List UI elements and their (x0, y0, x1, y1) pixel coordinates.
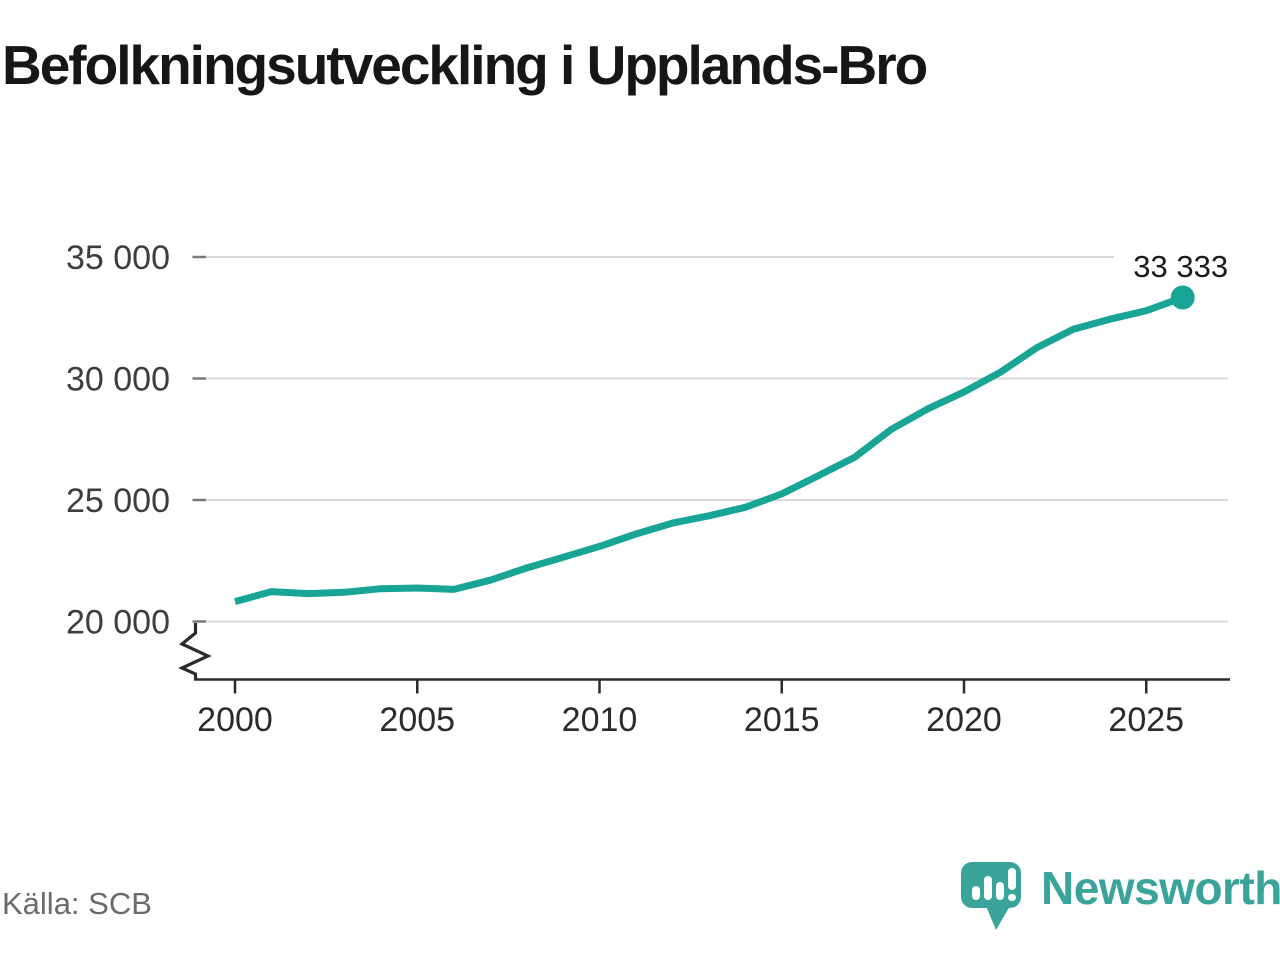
x-axis-tick-label: 2005 (379, 701, 455, 739)
x-axis-tick-label: 2010 (562, 701, 638, 739)
x-axis-tick-label: 2020 (926, 701, 1002, 739)
population-line-chart: 20 000 25 000 30 000 35 000 2000 2005 2010 2015… (66, 239, 1230, 739)
y-axis-tick-label: 30 000 (66, 361, 170, 399)
y-axis-tick-label: 25 000 (66, 482, 170, 520)
x-axis-tick-label: 2025 (1108, 701, 1184, 739)
newsworthy-logo-icon (961, 862, 1021, 930)
latest-value-label: 33 333 (1133, 249, 1228, 284)
newsworthy-wordmark: Newsworthy (1041, 862, 1280, 914)
y-axis-tick-label: 35 000 (66, 239, 170, 277)
latest-point-marker (1170, 285, 1195, 310)
exclamation-glyph (1008, 868, 1016, 901)
y-axis-tick-label: 20 000 (66, 604, 170, 642)
x-axis-tick-label: 2000 (197, 701, 273, 739)
chart-title: Befolkningsutveckling i Upplands-Bro (2, 34, 928, 96)
y-axis-break (178, 623, 212, 680)
x-axis-tick-label: 2015 (744, 701, 820, 739)
newsworthy-logo: Newsworthy (960, 858, 1280, 938)
source-caption: Källa: SCB (2, 886, 152, 921)
bar-chart-glyph (972, 876, 1004, 900)
population-line (234, 294, 1184, 605)
